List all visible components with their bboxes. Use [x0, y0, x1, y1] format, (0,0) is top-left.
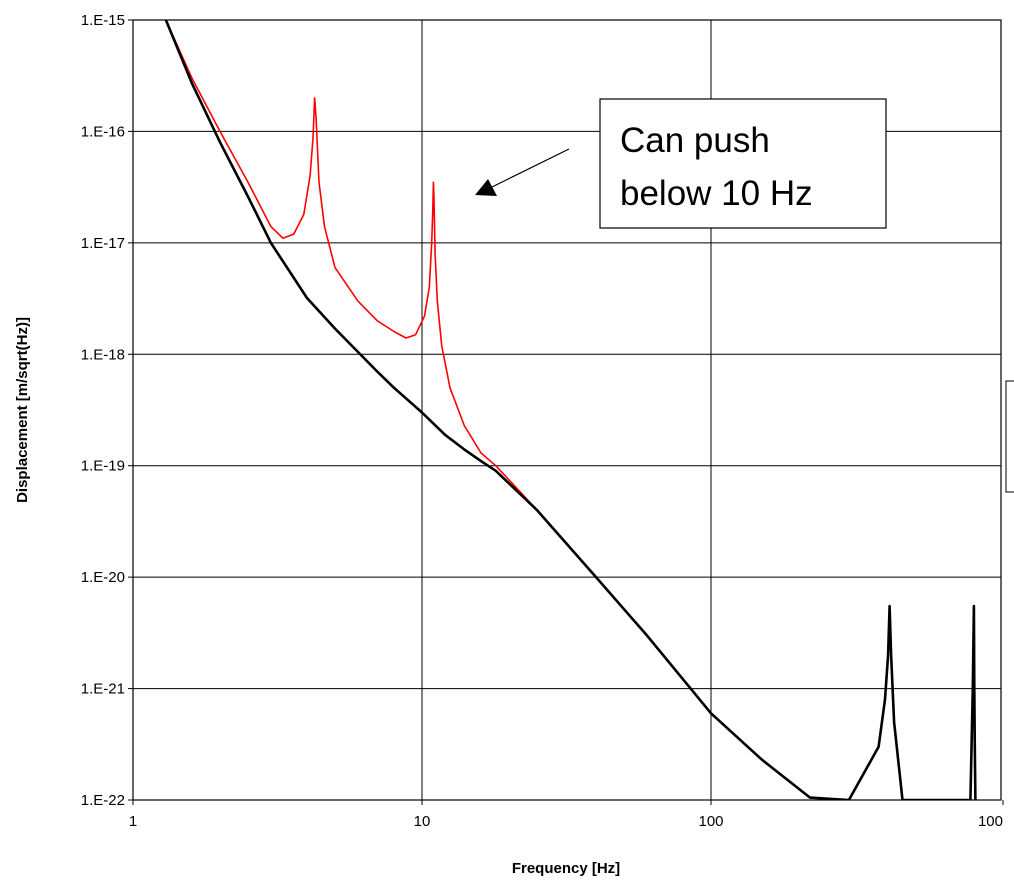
y-tick-label: 1.E-21	[81, 681, 125, 698]
y-tick-label: 1.E-18	[81, 346, 125, 363]
y-tick-label: 1.E-19	[81, 458, 125, 475]
annotation-arrow-head	[475, 179, 497, 196]
annotation-callout: Can push below 10 Hz	[475, 98, 887, 229]
y-tick-labels: 1.E-15 1.E-16 1.E-17 1.E-18 1.E-19 1.E-20 1.E-…	[81, 12, 133, 809]
y-tick-label: 1.E-15	[81, 12, 125, 29]
x-tick-label: 100	[978, 813, 1003, 830]
y-axis-title: Displacement [m/sqrt(Hz)]	[14, 317, 31, 503]
x-tick-label: 1	[129, 813, 137, 830]
y-tick-label: 1.E-16	[81, 123, 125, 140]
y-tick-label: 1.E-22	[81, 792, 125, 809]
x-tick-label: 10	[414, 813, 431, 830]
series-group	[164, 20, 977, 800]
annotation-box	[599, 98, 887, 229]
annotation-line-2: below 10 Hz	[620, 174, 813, 213]
y-tick-label: 1.E-17	[81, 235, 125, 252]
legend-box	[1005, 380, 1014, 493]
x-axis-title: Frequency [Hz]	[512, 860, 620, 877]
plot-area-frame	[132, 19, 1002, 801]
y-tick-label: 1.E-20	[81, 569, 125, 586]
annotation-line-1: Can push	[620, 121, 770, 160]
series-line-black	[164, 20, 977, 800]
x-tick-label: 100	[698, 813, 723, 830]
x-tick-labels: 1 10 100 100	[129, 800, 1004, 830]
annotation-arrow-shaft	[491, 148, 570, 188]
